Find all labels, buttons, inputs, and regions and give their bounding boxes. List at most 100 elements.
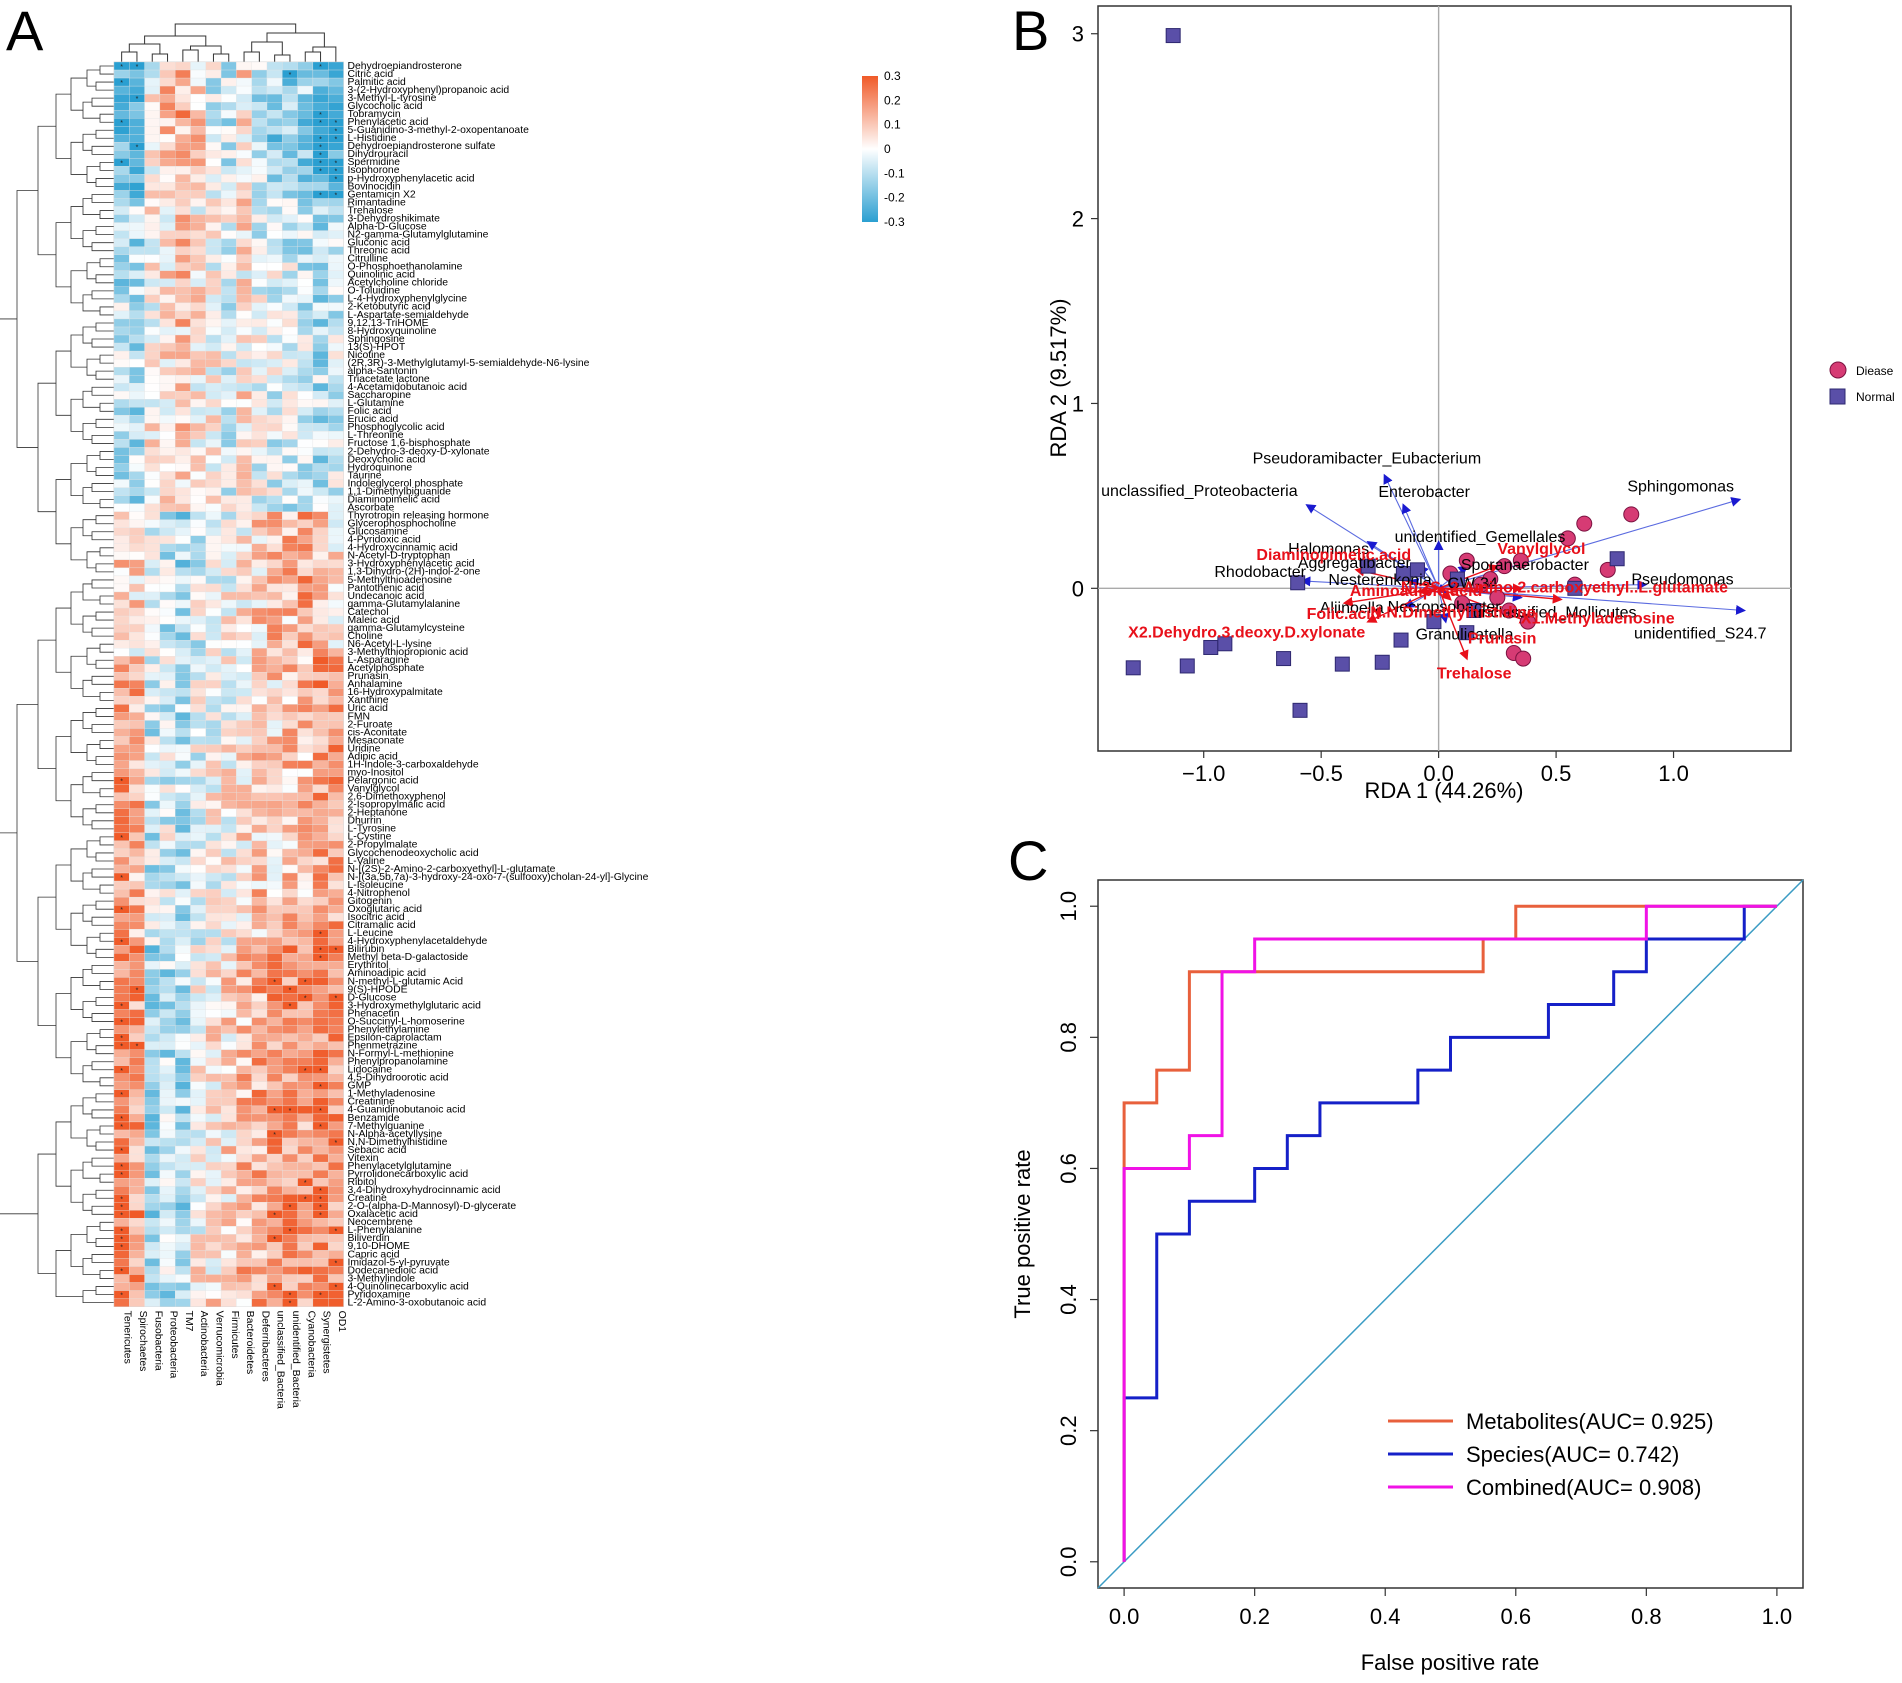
heatmap-cell <box>113 631 130 641</box>
heatmap-cell <box>312 736 329 745</box>
heatmap-cell <box>282 888 298 898</box>
heatmap-cell <box>175 744 191 753</box>
heatmap-cell <box>205 310 222 320</box>
heatmap-column-label: Firmicutes <box>229 1311 240 1359</box>
heatmap-cell <box>297 535 314 544</box>
heatmap-cell <box>190 318 206 328</box>
heatmap-row-label: Methyl beta-D-galactoside <box>348 952 469 963</box>
heatmap-cell <box>205 383 222 392</box>
heatmap-cell <box>266 511 283 520</box>
dendrogram-branch <box>82 1097 96 1115</box>
roc-y-tick-label: 1.0 <box>1056 891 1081 922</box>
heatmap-cell <box>297 615 314 625</box>
roc-curve-species <box>1122 904 1777 1562</box>
heatmap-cell <box>144 142 161 151</box>
heatmap-cell <box>236 206 252 215</box>
dendrogram-branch <box>70 334 87 368</box>
heatmap-cell <box>297 1226 314 1235</box>
heatmap-cell <box>113 744 130 753</box>
heatmap-cell <box>113 1258 130 1267</box>
heatmap-cell <box>266 286 283 296</box>
heatmap-cell <box>144 969 161 978</box>
heatmap-cell <box>190 1250 206 1259</box>
heatmap-cell <box>190 407 206 416</box>
heatmap-cell <box>205 102 222 111</box>
heatmap-cell <box>328 1250 344 1259</box>
heatmap-row-label: Acetylcholine chloride <box>348 278 449 289</box>
heatmap-cell <box>220 190 237 199</box>
heatmap-cell <box>297 551 314 561</box>
heatmap-cell <box>328 599 344 609</box>
significance-mark: * <box>120 1004 123 1011</box>
heatmap-cell <box>175 77 191 87</box>
heatmap-cell <box>144 840 161 850</box>
dendrogram-branch <box>70 398 83 432</box>
heatmap-cell <box>190 150 206 159</box>
heatmap-cell <box>205 1266 222 1275</box>
heatmap-cell <box>220 222 237 231</box>
dendrogram-branch <box>86 1033 100 1051</box>
dendrogram-branch <box>70 655 87 689</box>
dendrogram-branch <box>86 358 100 376</box>
dendrogram-branch <box>82 230 96 248</box>
heatmap-cell <box>297 945 314 954</box>
heatmap-cell <box>297 784 314 793</box>
dendrogram-branch <box>91 145 114 155</box>
heatmap-cell <box>144 1161 161 1171</box>
heatmap-cell <box>175 246 191 255</box>
heatmap-cell <box>266 736 283 745</box>
heatmap-cell <box>175 503 191 512</box>
heatmap-cell <box>175 1089 191 1099</box>
species-label: Sphingomonas <box>1627 479 1734 496</box>
heatmap-cell <box>312 961 329 970</box>
colorbar-tick-label: 0.3 <box>884 69 901 83</box>
heatmap-cell <box>328 150 344 159</box>
dendrogram-branch <box>70 527 87 561</box>
heatmap-cell <box>144 254 161 263</box>
heatmap-cell <box>129 463 145 472</box>
heatmap-cell <box>159 1001 176 1010</box>
heatmap-cell <box>266 913 283 922</box>
heatmap-cell <box>205 439 222 448</box>
heatmap-cell <box>220 720 237 729</box>
heatmap-cell <box>312 1041 329 1050</box>
heatmap-cell <box>312 688 329 697</box>
rda-x-tick-label: 0.0 <box>1423 761 1454 786</box>
heatmap-cell <box>159 744 176 753</box>
heatmap-cell <box>113 993 130 1002</box>
heatmap-cell <box>144 1250 161 1259</box>
heatmap-cell <box>205 302 222 312</box>
heatmap-cell <box>113 230 130 239</box>
heatmap-cell <box>282 1025 298 1034</box>
heatmap-cell <box>328 286 344 296</box>
heatmap-cell <box>328 238 344 247</box>
heatmap-cell <box>297 1250 314 1259</box>
heatmap-cell <box>129 1017 145 1026</box>
heatmap-cell <box>328 511 344 520</box>
heatmap-cell <box>129 126 145 135</box>
heatmap-cell <box>266 1161 283 1171</box>
heatmap-cell <box>266 1290 283 1299</box>
heatmap-cell <box>190 334 206 344</box>
heatmap-cell <box>129 880 145 890</box>
dendrogram-branch <box>304 51 322 62</box>
heatmap-cell <box>190 840 206 850</box>
heatmap-row-label: Pantothenic acid <box>348 583 425 594</box>
heatmap-cell <box>282 848 298 858</box>
heatmap-cell <box>175 495 191 504</box>
heatmap-cell <box>175 102 191 111</box>
heatmap-cell <box>190 310 206 320</box>
significance-mark: * <box>334 947 337 954</box>
heatmap-cell <box>312 391 329 400</box>
heatmap-cell <box>175 583 191 593</box>
heatmap-cell <box>159 399 176 408</box>
significance-mark: * <box>120 1044 123 1051</box>
dendrogram-branch <box>55 864 71 930</box>
heatmap-cell <box>312 551 329 561</box>
heatmap-cell <box>282 286 298 296</box>
dendrogram-branch <box>99 691 114 701</box>
heatmap-cell <box>159 1242 176 1251</box>
heatmap-cell <box>190 848 206 858</box>
heatmap-cell <box>190 1025 206 1034</box>
heatmap-cell <box>159 913 176 922</box>
